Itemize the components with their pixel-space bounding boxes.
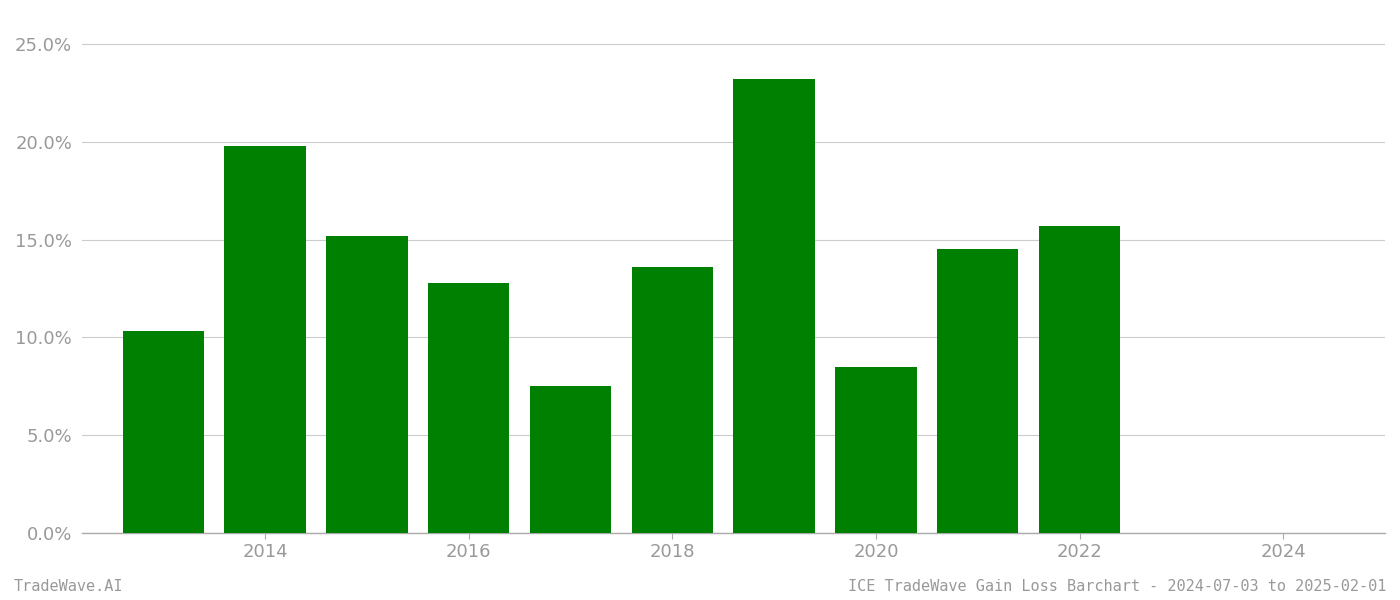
- Bar: [529, 386, 612, 533]
- Bar: [734, 79, 815, 533]
- Text: TradeWave.AI: TradeWave.AI: [14, 579, 123, 594]
- Bar: [326, 236, 407, 533]
- Text: ICE TradeWave Gain Loss Barchart - 2024-07-03 to 2025-02-01: ICE TradeWave Gain Loss Barchart - 2024-…: [847, 579, 1386, 594]
- Bar: [631, 267, 713, 533]
- Bar: [1039, 226, 1120, 533]
- Bar: [123, 331, 204, 533]
- Bar: [428, 283, 510, 533]
- Bar: [836, 367, 917, 533]
- Bar: [224, 146, 305, 533]
- Bar: [937, 250, 1018, 533]
